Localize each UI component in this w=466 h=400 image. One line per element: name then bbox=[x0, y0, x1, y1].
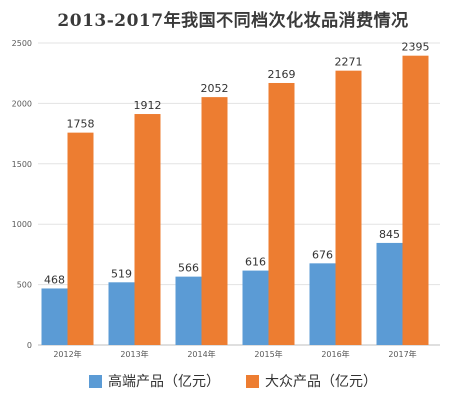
data-label: 566 bbox=[178, 262, 199, 275]
data-label: 2395 bbox=[402, 41, 430, 54]
data-label: 676 bbox=[312, 248, 333, 261]
x-tick-label: 2013年 bbox=[120, 349, 148, 359]
x-tick-label: 2012年 bbox=[53, 349, 81, 359]
bar-high-end-4 bbox=[309, 263, 336, 345]
x-tick-label: 2014年 bbox=[187, 349, 215, 359]
bar-mass-market-3 bbox=[268, 82, 295, 345]
data-label: 1758 bbox=[67, 118, 95, 131]
data-label: 2271 bbox=[335, 56, 363, 69]
bar-mass-market-0 bbox=[67, 132, 94, 345]
x-tick-label: 2015年 bbox=[254, 349, 282, 359]
y-tick-label: 1500 bbox=[12, 160, 32, 169]
y-tick-label: 2000 bbox=[12, 99, 32, 108]
legend-label-mass-market: 大众产品（亿元） bbox=[265, 374, 377, 390]
y-tick-label: 0 bbox=[27, 341, 32, 350]
data-label: 845 bbox=[379, 228, 400, 241]
data-label: 468 bbox=[44, 273, 65, 286]
data-label: 519 bbox=[111, 267, 132, 280]
data-label: 1912 bbox=[134, 99, 162, 112]
legend-swatch-mass-market bbox=[246, 374, 259, 388]
legend-swatch-high-end bbox=[89, 374, 102, 388]
bar-high-end-2 bbox=[175, 276, 202, 345]
x-tick-label: 2016年 bbox=[321, 349, 349, 359]
bar-mass-market-1 bbox=[134, 114, 161, 346]
legend-item-high-end: 高端产品（亿元） bbox=[89, 371, 220, 391]
y-tick-label: 1000 bbox=[12, 220, 32, 229]
data-label: 2052 bbox=[201, 82, 229, 95]
bar-mass-market-2 bbox=[201, 97, 228, 345]
y-tick-label: 2500 bbox=[12, 39, 32, 48]
chart-title: 2013-2017年我国不同档次化妆品消费情况 bbox=[57, 11, 409, 31]
bar-mass-market-5 bbox=[402, 55, 429, 346]
x-tick-label: 2017年 bbox=[388, 349, 416, 359]
bar-mass-market-4 bbox=[335, 70, 362, 345]
bar-high-end-3 bbox=[242, 270, 269, 345]
legend: 高端产品（亿元） 大众产品（亿元） bbox=[0, 371, 466, 391]
legend-item-mass-market: 大众产品（亿元） bbox=[246, 371, 377, 391]
bar-high-end-1 bbox=[108, 282, 135, 345]
bar-high-end-5 bbox=[376, 242, 403, 345]
data-label: 616 bbox=[245, 256, 266, 269]
y-tick-label: 500 bbox=[17, 281, 32, 290]
bar-high-end-0 bbox=[41, 288, 68, 345]
data-label: 2169 bbox=[268, 68, 296, 81]
legend-label-high-end: 高端产品（亿元） bbox=[108, 374, 220, 390]
